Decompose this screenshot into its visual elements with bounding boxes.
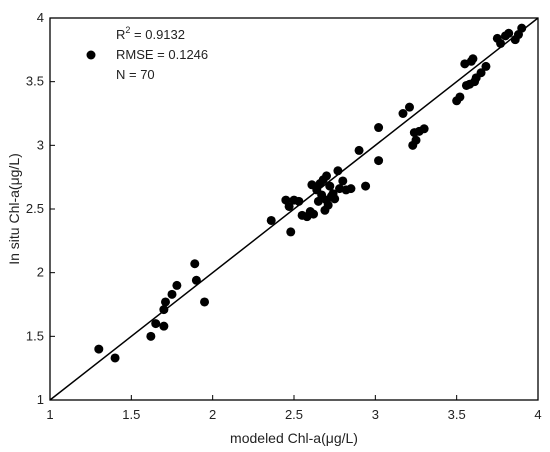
data-point xyxy=(346,184,356,194)
stats-legend: R2 = 0.9132 RMSE = 0.1246 N = 70 xyxy=(86,25,208,82)
data-point xyxy=(172,280,182,290)
data-point xyxy=(411,135,421,145)
data-point xyxy=(309,209,319,219)
data-point xyxy=(398,109,408,118)
y-tick-label: 3.5 xyxy=(26,74,44,89)
data-point xyxy=(496,38,506,48)
y-tick-label: 1 xyxy=(37,392,44,407)
data-point xyxy=(361,181,371,191)
x-axis: 1 1.5 2 2.5 3 3.5 4 xyxy=(46,395,542,422)
data-point xyxy=(517,23,527,33)
data-points xyxy=(94,23,527,363)
rmse-label: RMSE = 0.1246 xyxy=(116,47,208,62)
one-to-one-line xyxy=(49,17,539,401)
data-point xyxy=(419,124,429,134)
x-tick-label: 2 xyxy=(209,407,216,422)
data-point xyxy=(338,176,348,186)
data-point xyxy=(374,156,384,166)
data-point xyxy=(481,61,491,71)
y-tick-label: 3 xyxy=(37,137,44,152)
y-tick-label: 4 xyxy=(37,10,44,25)
data-point xyxy=(404,102,414,112)
y-tick-label: 2.5 xyxy=(26,201,44,216)
data-point xyxy=(191,275,201,285)
data-point xyxy=(266,215,276,225)
data-point xyxy=(455,92,465,102)
data-point xyxy=(151,319,161,329)
y-tick-label: 1.5 xyxy=(26,328,44,343)
data-point xyxy=(160,297,170,307)
data-point xyxy=(322,171,332,181)
data-point xyxy=(200,297,210,307)
y-axis-title: In situ Chl-a(μg/L) xyxy=(6,153,22,265)
data-point xyxy=(294,196,304,206)
data-point xyxy=(325,181,335,191)
y-tick-label: 2 xyxy=(37,265,44,280)
data-point xyxy=(286,227,296,237)
data-point xyxy=(284,201,294,211)
data-point xyxy=(333,166,343,176)
x-tick-label: 3 xyxy=(372,407,379,422)
x-tick-label: 4 xyxy=(534,407,541,422)
n-label: N = 70 xyxy=(116,67,155,82)
data-point xyxy=(504,28,514,38)
x-tick-label: 3.5 xyxy=(448,407,466,422)
data-point xyxy=(354,145,364,155)
x-tick-label: 1 xyxy=(46,407,53,422)
y-axis: 1 1.5 2 2.5 3 3.5 4 xyxy=(26,10,55,407)
r2-label: R2 = 0.9132 xyxy=(116,25,185,42)
data-point xyxy=(468,54,478,64)
data-point xyxy=(159,305,169,315)
data-point xyxy=(190,259,200,269)
data-point xyxy=(323,200,333,210)
legend-marker xyxy=(86,50,96,60)
data-point xyxy=(330,194,340,204)
x-axis-title: modeled Chl-a(μg/L) xyxy=(230,430,358,446)
data-point xyxy=(159,321,169,331)
data-point xyxy=(110,353,120,363)
data-point xyxy=(94,344,104,354)
data-point xyxy=(476,68,486,78)
data-point xyxy=(167,289,177,299)
x-tick-label: 2.5 xyxy=(285,407,303,422)
data-point xyxy=(146,331,156,341)
x-tick-label: 1.5 xyxy=(122,407,140,422)
data-point xyxy=(374,123,384,133)
